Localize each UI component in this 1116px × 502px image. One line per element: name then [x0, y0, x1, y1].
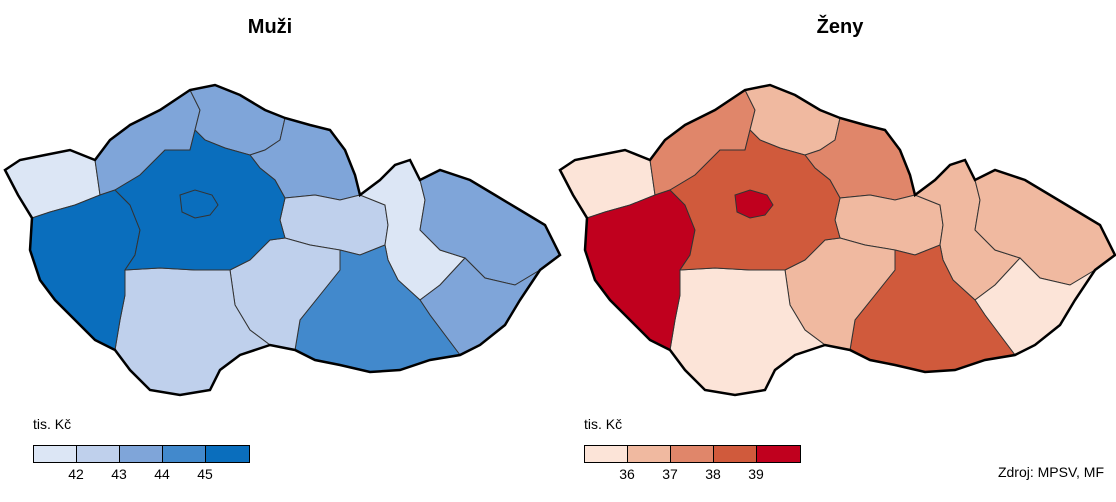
legend-swatch: [120, 446, 163, 462]
legend-men: [33, 445, 250, 463]
legend-swatch: [628, 446, 671, 462]
legend-swatch: [34, 446, 77, 462]
map-title-women: Ženy: [816, 16, 864, 38]
map-men: [3, 83, 562, 397]
legend-swatch: [206, 446, 249, 462]
country-border: [3, 83, 562, 397]
region-praha: [734, 189, 774, 219]
legend-tick-label: 37: [662, 466, 678, 482]
legend-swatch: [163, 446, 206, 462]
source-note: Zdroj: MPSV, MF: [997, 464, 1104, 480]
legend-swatch: [585, 446, 628, 462]
legend-women: [584, 445, 801, 463]
map-title-men: Muži: [247, 16, 293, 38]
country-border: [558, 83, 1116, 397]
region-praha: [179, 189, 219, 219]
legend-tick-label: 36: [619, 466, 635, 482]
legend-swatch: [77, 446, 120, 462]
legend-swatch: [714, 446, 757, 462]
legend-unit-women: tis. Kč: [584, 416, 623, 432]
map-women: [558, 83, 1116, 397]
legend-tick-label: 45: [197, 466, 213, 482]
legend-swatch: [757, 446, 800, 462]
legend-tick-label: 44: [154, 466, 170, 482]
legend-tick-label: 39: [748, 466, 764, 482]
legend-tick-label: 43: [111, 466, 127, 482]
legend-tick-label: 42: [68, 466, 84, 482]
legend-unit-men: tis. Kč: [33, 416, 72, 432]
legend-tick-label: 38: [705, 466, 721, 482]
legend-swatch: [671, 446, 714, 462]
